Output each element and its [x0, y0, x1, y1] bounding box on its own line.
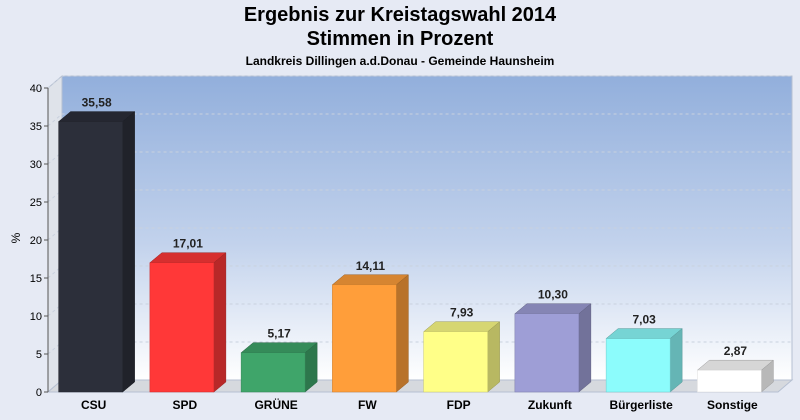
bar-front — [58, 121, 123, 393]
bar-value-label: 7,03 — [632, 313, 656, 327]
x-tick-label: GRÜNE — [254, 397, 297, 412]
x-axis-labels: CSU SPD GRÜNE FW FDP Zukunft Bürgerliste Sonsti… — [81, 397, 758, 412]
bar-spd: 17,01 — [149, 237, 227, 393]
y-tick-label: 5 — [36, 349, 42, 361]
bar-front — [332, 284, 397, 393]
bar-side — [122, 111, 135, 393]
bar-value-label: 10,30 — [538, 288, 568, 302]
y-tick-label: 25 — [30, 197, 42, 209]
chart-caption: Landkreis Dillingen a.d.Donau - Gemeinde… — [245, 54, 555, 68]
bar-value-label: 5,17 — [267, 327, 291, 341]
x-tick-label: FW — [358, 398, 377, 412]
y-tick-label: 0 — [36, 387, 42, 399]
y-tick-label: 20 — [30, 235, 42, 247]
bar-side — [669, 328, 683, 393]
x-tick-label: FDP — [447, 398, 471, 412]
y-tick-label: 15 — [30, 273, 42, 285]
bar-fdp: 7,93 — [422, 306, 501, 393]
bar-fw: 14,11 — [331, 259, 410, 393]
bar-top — [605, 328, 683, 339]
gridline — [47, 75, 792, 89]
y-tick-label: 30 — [30, 159, 42, 171]
bar-sonstige: 2,87 — [696, 344, 775, 393]
bar-value-label: 2,87 — [724, 344, 748, 358]
bar-side — [578, 303, 592, 393]
bar-top — [514, 303, 592, 314]
bar-bürgerliste: 7,03 — [605, 313, 683, 393]
y-tick-label: 40 — [30, 83, 42, 95]
y-axis-label: % — [9, 232, 23, 243]
bar-front — [605, 338, 671, 393]
bar-side — [487, 321, 500, 393]
y-axis: 0 5 10 15 20 25 30 35 40 — [30, 83, 49, 399]
bar-value-label: 14,11 — [356, 259, 386, 273]
bar-side — [213, 252, 227, 393]
chart-subtitle: Stimmen in Prozent — [306, 28, 494, 50]
x-tick-label: SPD — [173, 398, 198, 412]
bar-top — [331, 274, 410, 286]
bar-csu: 35,58 — [57, 96, 136, 393]
x-tick-label: Bürgerliste — [609, 398, 673, 412]
y-tick-label: 10 — [30, 311, 42, 323]
x-tick-label: Sonstige — [707, 398, 758, 412]
bar-value-label: 17,01 — [173, 237, 203, 251]
bar-top — [422, 321, 501, 332]
bar-top — [696, 359, 775, 371]
bar-front — [240, 352, 306, 393]
bar-front — [697, 369, 762, 393]
bar-front — [514, 313, 580, 393]
bars: 35,58 17,01 5,17 14,11 7,93 10,30 7,03 2,87 — [57, 96, 775, 393]
x-tick-label: Zukunft — [528, 398, 572, 412]
bar-grüne: 5,17 — [240, 327, 318, 393]
bar-top — [149, 252, 227, 263]
bar-front — [423, 331, 488, 393]
x-tick-label: CSU — [81, 398, 106, 412]
chart-title: Ergebnis zur Kreistagswahl 2014 — [243, 4, 557, 26]
bar-front — [149, 262, 215, 393]
bar-top — [240, 342, 318, 353]
bar-side — [396, 274, 409, 393]
bar-value-label: 7,93 — [450, 306, 474, 320]
y-tick-label: 35 — [30, 121, 42, 133]
bar-zukunft: 10,30 — [514, 288, 592, 393]
gridline — [47, 113, 792, 127]
bar-value-label: 35,58 — [82, 96, 112, 110]
bar-top — [57, 111, 136, 122]
